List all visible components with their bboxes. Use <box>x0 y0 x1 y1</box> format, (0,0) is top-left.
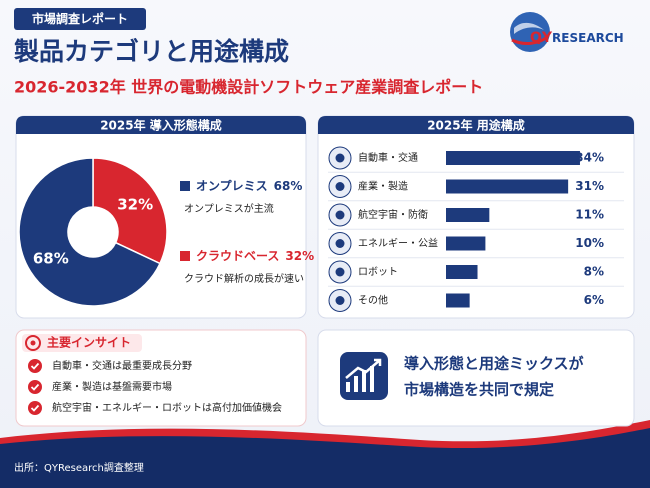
value-label: 8% <box>584 265 604 279</box>
insight-item: 航空宇宙・エネルギー・ロボットは高付加価値機会 <box>52 401 282 414</box>
legend-swatch <box>180 181 190 191</box>
insights-panel <box>15 329 307 427</box>
category-label: エネルギー・公益 <box>358 237 438 250</box>
growth-icon-bars <box>346 366 374 392</box>
value-label: 10% <box>575 236 604 250</box>
insight-item: 産業・製造は基盤需要市場 <box>52 380 172 393</box>
value-label: 34% <box>575 151 604 165</box>
category-icon-glyph <box>335 182 345 191</box>
source: 出所：QYResearch調査整理 <box>14 461 144 474</box>
target-icon-dot <box>30 340 36 346</box>
panel-header <box>318 116 634 134</box>
logo-text: QYRESEARCH <box>530 30 624 46</box>
category-label: その他 <box>358 294 388 307</box>
conclusion-line: 導入形態と用途ミックスが <box>404 355 585 373</box>
bar <box>446 151 580 165</box>
insights-title: 主要インサイト <box>47 335 131 350</box>
subtitle: 2026-2032年 世界の電動機設計ソフトウェア産業調査レポート <box>14 78 483 97</box>
title: 製品カテゴリと用途構成 <box>13 37 289 66</box>
insight-list: 自動車・交通は最重要成長分野産業・製造は基盤需要市場航空宇宙・エネルギー・ロボッ… <box>28 359 282 415</box>
check-icon <box>28 401 42 415</box>
target-icon <box>25 335 41 351</box>
donut-slice <box>92 157 168 265</box>
logo: QYRESEARCH <box>510 12 624 52</box>
legend-entry: クラウドベース 32% <box>196 249 314 263</box>
donut-slice <box>18 157 161 307</box>
insights-header-bg <box>22 334 142 352</box>
category-icon-glyph <box>335 210 345 220</box>
conclusion-panel <box>317 329 635 427</box>
bar <box>446 265 478 279</box>
panel-title: 2025年 導入形態構成 <box>100 118 222 133</box>
bar <box>446 208 490 222</box>
wave-navy <box>0 428 650 488</box>
bar-chart: 自動車・交通 34% 産業・製造 31% 航空宇宙・防衛 11% エネルギー・公益 10% ロボ… <box>328 146 624 312</box>
check-mark <box>30 362 40 370</box>
check-icon <box>28 359 42 373</box>
legend-name: オンプレミス <box>196 178 268 193</box>
logo-arc <box>511 34 550 45</box>
check-icon <box>28 380 42 394</box>
conclusion-line: 市場構造を共同で規定 <box>404 381 554 399</box>
category-icon-glyph <box>335 153 345 163</box>
check-mark <box>30 404 40 412</box>
legend-name: クラウドベース <box>196 249 279 263</box>
legend-description: オンプレミスが主流 <box>184 202 274 215</box>
category-label: ロボット <box>358 266 398 278</box>
category-label: 自動車・交通 <box>358 151 418 164</box>
logo-suffix: RESEARCH <box>552 31 624 45</box>
category-icon-glyph <box>335 296 345 305</box>
legend-swatch <box>180 251 190 261</box>
legend-value: 68% <box>274 179 303 193</box>
bar <box>446 236 486 251</box>
slice-label: 68% <box>33 249 69 267</box>
badge-bg <box>14 8 146 30</box>
legend-entry: オンプレミス 68% <box>196 178 302 193</box>
insight-item: 自動車・交通は最重要成長分野 <box>52 359 192 372</box>
legend-description: クラウド解析の成長が速い <box>184 272 304 285</box>
category-label: 航空宇宙・防衛 <box>358 208 428 221</box>
bar <box>446 293 470 308</box>
panel-header <box>16 116 306 134</box>
slice-label: 32% <box>117 196 153 214</box>
category-label: 産業・製造 <box>358 180 408 193</box>
logo-swoosh <box>514 22 544 34</box>
category-icon-glyph <box>335 239 345 248</box>
legend-value: 32% <box>285 249 314 263</box>
growth-icon-arrow <box>345 358 382 379</box>
badge: 市場調査レポート <box>32 11 128 26</box>
logo-brand: QY <box>530 30 553 46</box>
value-label: 11% <box>575 208 604 222</box>
value-label: 31% <box>575 179 604 193</box>
value-label: 6% <box>584 293 604 307</box>
check-mark <box>30 383 40 391</box>
panel-title: 2025年 用途構成 <box>427 118 525 133</box>
category-icon-glyph <box>335 267 345 277</box>
bar <box>446 179 569 194</box>
